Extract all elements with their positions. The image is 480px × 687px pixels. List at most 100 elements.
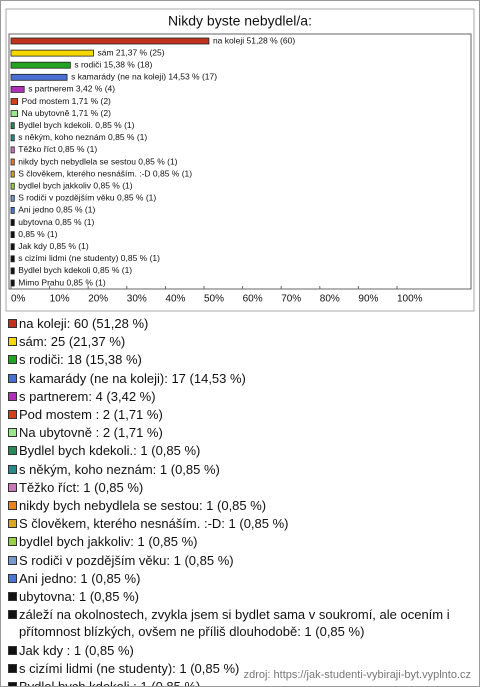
value-label: s kamarády (ne na koleji) 14,53 % (17) <box>71 72 217 82</box>
legend-item: s cizími lidmi (ne studenty): 1 (0,85 %) <box>7 660 473 677</box>
bar <box>10 231 15 239</box>
legend-swatch <box>8 610 17 620</box>
legend-label: Bydlel bych kdekoli.: 1 (0,85 %) <box>19 443 201 459</box>
bar <box>10 49 94 57</box>
legend-item: Jak kdy : 1 (0,85 %) <box>7 642 473 659</box>
legend-item: s partnerem: 4 (3,42 %) <box>7 388 473 405</box>
legend-label: bydlel bych jakkoliv: 1 (0,85 %) <box>19 534 198 550</box>
legend-swatch <box>8 555 17 565</box>
value-label: Těžko říct 0,85 % (1) <box>18 144 97 154</box>
legend-item: Těžko říct: 1 (0,85 %) <box>7 479 473 496</box>
legend-item: s někým, koho neznám: 1 (0,85 %) <box>7 461 473 478</box>
legend-label: s rodiči: 18 (15,38 %) <box>19 352 142 368</box>
chart: Nikdy byste nebydlel/a: 0% 10% 20% 30% 40% 50… <box>5 8 475 312</box>
value-label: 0,85 % (1) <box>18 229 57 239</box>
bar <box>10 37 210 45</box>
legend-swatch <box>8 573 17 583</box>
legend-item: S rodiči v pozdějším věku: 1 (0,85 %) <box>7 552 473 569</box>
x-tick-label: 90% <box>358 294 378 305</box>
x-tick-label: 10% <box>50 294 70 305</box>
legend-swatch <box>8 391 17 401</box>
legend-swatch <box>8 537 17 547</box>
x-tick-label: 20% <box>88 294 108 305</box>
value-label: Bydlel bych kdekoli. 0,85 % (1) <box>18 120 134 130</box>
legend-label: záleží na okolnostech, zvykla jsem si by… <box>19 607 450 640</box>
legend-item: Bydlel bych kdekoli : 1 (0,85 %) <box>7 678 473 686</box>
plot-frame <box>8 33 472 290</box>
source: zdroj: https://jak-studenti-vybiraji-byt… <box>243 669 471 681</box>
legend-item: sám: 25 (21,37 %) <box>7 333 473 350</box>
legend-label: s kamarády (ne na koleji): 17 (14,53 %) <box>19 370 246 386</box>
x-tick-label: 50% <box>204 294 224 305</box>
legend-swatch <box>8 682 17 686</box>
legend-swatch <box>8 446 17 456</box>
bar <box>10 73 68 81</box>
value-label: Na ubytovně 1,71 % (2) <box>22 108 111 118</box>
legend-swatch <box>8 337 17 347</box>
value-label: Ani jedno 0,85 % (1) <box>18 205 95 215</box>
bar <box>10 255 15 263</box>
bar <box>10 134 15 142</box>
legend-label: nikdy bych nebydlela se sestou: 1 (0,85 … <box>19 498 267 514</box>
legend-label: Jak kdy : 1 (0,85 %) <box>19 642 134 658</box>
legend-label: S člověkem, kterého nesnáším. :-D: 1 (0,… <box>19 516 289 532</box>
bar <box>10 219 15 226</box>
legend-label: s partnerem: 4 (3,42 %) <box>19 388 156 404</box>
value-label: s cizími lidmi (ne studenty) 0,85 % (1) <box>18 253 160 263</box>
value-label: Jak kdy 0,85 % (1) <box>18 241 89 251</box>
legend-item: S člověkem, kterého nesnáším. :-D: 1 (0,… <box>7 515 473 532</box>
value-label: nikdy bych nebydlela se sestou 0,85 % (1… <box>18 156 177 166</box>
bar <box>10 206 15 214</box>
legend-label: Na ubytovně : 2 (1,71 %) <box>19 425 163 441</box>
legend-label: S rodiči v pozdějším věku: 1 (0,85 %) <box>19 552 234 568</box>
legend-label: Pod mostem : 2 (1,71 %) <box>19 407 163 423</box>
bar <box>10 86 25 93</box>
bar <box>10 98 19 105</box>
legend-swatch <box>8 663 17 673</box>
value-label: Pod mostem 1,71 % (2) <box>22 96 111 106</box>
legend-item: záleží na okolnostech, zvykla jsem si by… <box>7 606 473 640</box>
value-label: S člověkem, kterého nesnáším. :-D 0,85 %… <box>18 168 192 178</box>
bar <box>10 170 15 178</box>
legend-item: bydlel bych jakkoliv: 1 (0,85 %) <box>7 533 473 550</box>
bar <box>10 182 15 190</box>
legend-label: sám: 25 (21,37 %) <box>19 334 126 350</box>
value-label: na koleji 51,28 % (60) <box>213 35 295 45</box>
value-label: s někým, koho neznám 0,85 % (1) <box>18 132 147 142</box>
bar <box>10 110 19 117</box>
bar <box>10 279 15 287</box>
bar <box>10 243 15 251</box>
value-label: ubytovna 0,85 % (1) <box>18 217 94 227</box>
legend-label: Těžko říct: 1 (0,85 %) <box>19 479 144 495</box>
value-label: s partnerem 3,42 % (4) <box>28 84 115 94</box>
legend-item: Ani jedno: 1 (0,85 %) <box>7 570 473 587</box>
legend-swatch <box>8 645 17 655</box>
legend: na koleji: 60 (51,28 %) sám: 25 (21,37 %)… <box>7 315 473 686</box>
value-label: s rodiči 15,38 % (18) <box>74 59 152 69</box>
bar <box>10 122 15 130</box>
legend-item: nikdy bych nebydlela se sestou: 1 (0,85 … <box>7 497 473 514</box>
legend-label: ubytovna: 1 (0,85 %) <box>19 589 139 605</box>
legend-label: s cizími lidmi (ne studenty): 1 (0,85 %) <box>19 660 240 676</box>
x-tick-label: 80% <box>320 294 340 305</box>
bar <box>10 61 71 69</box>
bar <box>10 267 15 275</box>
bar <box>10 194 15 202</box>
legend-item: Bydlel bych kdekoli.: 1 (0,85 %) <box>7 442 473 459</box>
legend-item: s kamarády (ne na koleji): 17 (14,53 %) <box>7 370 473 387</box>
legend-item: na koleji: 60 (51,28 %) <box>7 315 473 332</box>
chart-title: Nikdy byste nebydlel/a: <box>168 13 312 29</box>
legend-item: s rodiči: 18 (15,38 %) <box>7 351 473 368</box>
value-label: S rodiči v pozdějším věku 0,85 % (1) <box>18 193 156 203</box>
legend-swatch <box>8 319 17 328</box>
legend-swatch <box>8 428 17 438</box>
value-label: bydlel bych jakkoliv 0,85 % (1) <box>18 180 133 190</box>
legend-swatch <box>8 519 17 529</box>
legend-swatch <box>8 482 17 492</box>
bar <box>10 146 15 154</box>
legend-swatch <box>8 373 17 383</box>
legend-label: Ani jedno: 1 (0,85 %) <box>19 570 141 586</box>
legend-swatch <box>8 410 17 420</box>
x-tick-label: 40% <box>165 294 185 305</box>
value-label: sám 21,37 % (25) <box>97 47 164 57</box>
